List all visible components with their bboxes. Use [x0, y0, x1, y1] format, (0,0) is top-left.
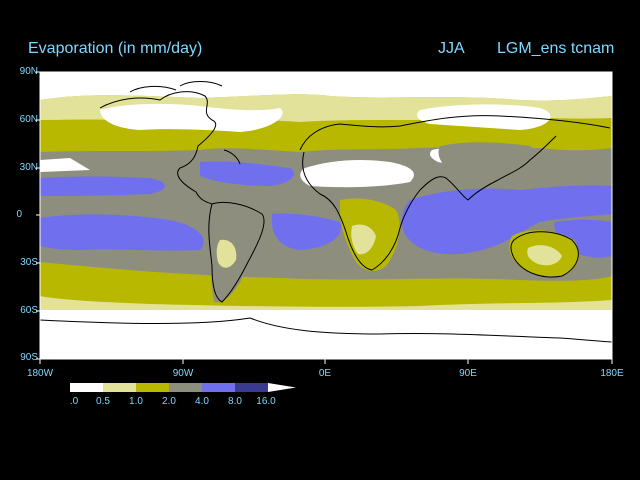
lat-label-90s: 90S	[20, 352, 38, 363]
colorbar-label-0: .0	[69, 396, 79, 407]
colorbar-label-1: 0.5	[96, 396, 110, 407]
colorbar-label-5: 8.0	[228, 396, 242, 407]
lon-label-180w: 180W	[26, 368, 54, 379]
colorbar-swatch-5	[235, 383, 268, 392]
run-label: LGM_ens tcnam	[497, 40, 615, 57]
evaporation-field	[40, 72, 612, 359]
lon-label-90w: 90W	[172, 368, 194, 379]
lat-label-60s: 60S	[20, 305, 38, 316]
colorbar	[70, 383, 296, 392]
lon-label-0e: 0E	[318, 368, 332, 379]
coastlines	[40, 81, 612, 343]
colorbar-swatch-2	[136, 383, 169, 392]
map-title: Evaporation (in mm/day)	[28, 40, 203, 57]
season-label: JJA	[438, 40, 465, 57]
colorbar-label-4: 4.0	[195, 396, 209, 407]
colorbar-swatch-3	[169, 383, 202, 392]
lon-label-180e: 180E	[600, 368, 624, 379]
lat-label-90n: 90N	[19, 66, 38, 77]
colorbar-arrow	[268, 383, 296, 392]
colorbar-swatch-4	[202, 383, 235, 392]
colorbar-label-2: 1.0	[129, 396, 143, 407]
colorbar-swatch-1	[103, 383, 136, 392]
axis-ticks	[36, 71, 613, 364]
colorbar-label-6: 16.0	[256, 396, 276, 407]
colorbar-swatch-0	[70, 383, 103, 392]
lat-label-30n: 30N	[19, 162, 38, 173]
lon-label-90e: 90E	[459, 368, 477, 379]
lat-label-eq: 0	[16, 209, 22, 220]
lat-label-60n: 60N	[19, 114, 38, 125]
lat-label-30s: 30S	[20, 257, 38, 268]
colorbar-label-3: 2.0	[162, 396, 176, 407]
